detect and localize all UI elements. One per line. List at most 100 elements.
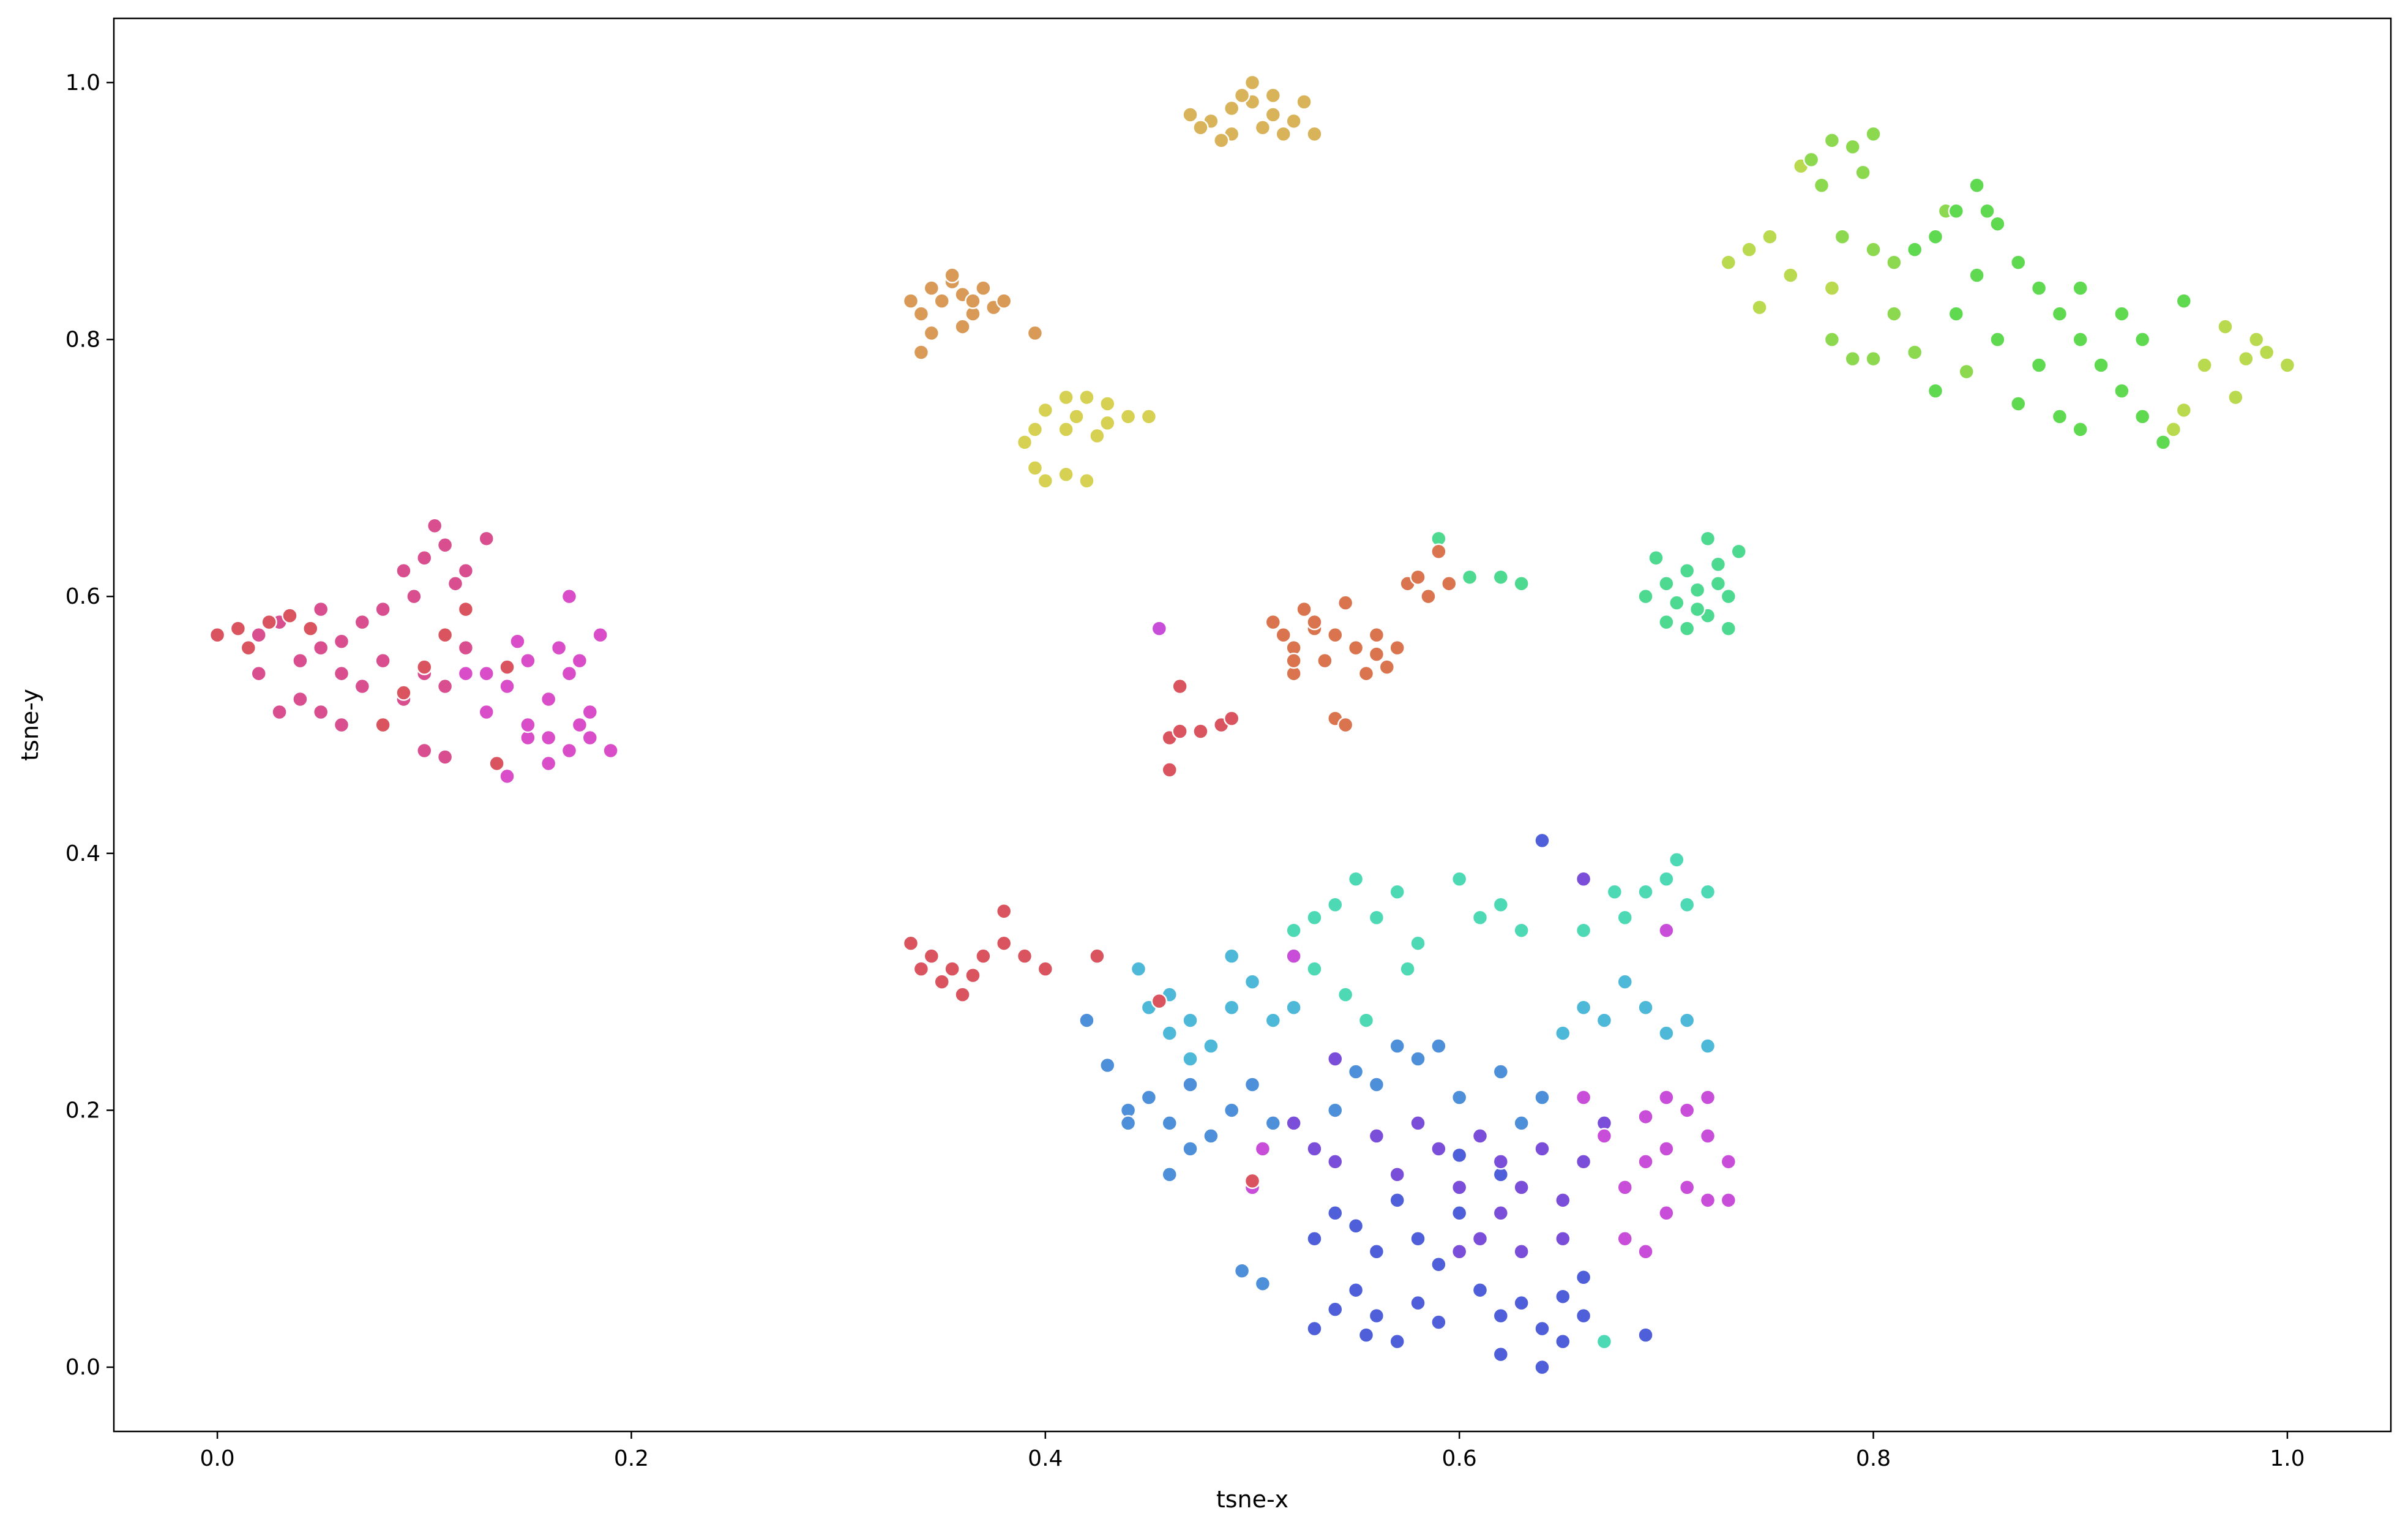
- data-point: [1410, 935, 1426, 951]
- data-point: [1555, 1288, 1571, 1305]
- data-point: [2114, 383, 2130, 399]
- data-point: [1855, 164, 1871, 181]
- data-point: [1637, 999, 1654, 1016]
- points-layer: [209, 74, 2296, 1376]
- x-tick-label: 0.6: [1442, 1446, 1477, 1471]
- data-point: [2114, 306, 2130, 322]
- data-point: [1658, 922, 1675, 939]
- data-point: [1720, 1192, 1737, 1209]
- data-point: [1140, 408, 1157, 425]
- series-15: [209, 601, 1261, 1190]
- data-point: [2175, 402, 2193, 419]
- data-point: [1658, 1025, 1675, 1041]
- data-point: [902, 935, 919, 951]
- data-point: [1410, 569, 1426, 585]
- data-point: [1099, 1057, 1116, 1074]
- data-point: [540, 755, 557, 772]
- data-point: [933, 973, 950, 990]
- data-point: [250, 626, 267, 643]
- series-6: [1430, 530, 1747, 637]
- data-point: [2051, 408, 2068, 425]
- data-point: [2175, 293, 2193, 309]
- data-point: [509, 633, 526, 650]
- data-point: [592, 626, 608, 643]
- data-point: [1823, 132, 1841, 149]
- data-point: [1865, 241, 1882, 258]
- data-point: [1368, 1243, 1385, 1260]
- data-point: [1172, 723, 1188, 740]
- data-point: [1492, 1307, 1509, 1324]
- data-point: [1575, 871, 1592, 888]
- data-point: [1823, 331, 1841, 348]
- data-point: [2227, 389, 2244, 406]
- data-point: [375, 716, 391, 733]
- data-point: [1410, 1294, 1426, 1311]
- plot-background: [114, 18, 2391, 1431]
- data-point: [240, 639, 257, 656]
- data-point: [1730, 543, 1747, 560]
- data-point: [1347, 1281, 1364, 1299]
- data-point: [436, 626, 454, 643]
- data-point: [282, 607, 298, 624]
- data-point: [1026, 421, 1044, 438]
- data-point: [2238, 350, 2254, 367]
- data-point: [2072, 331, 2088, 348]
- data-point: [1120, 1115, 1137, 1131]
- data-point: [2165, 421, 2182, 438]
- data-point: [478, 703, 495, 721]
- data-point: [1306, 909, 1323, 926]
- data-point: [1203, 1128, 1219, 1144]
- series-2: [1016, 389, 1157, 489]
- data-point: [457, 665, 474, 682]
- data-point: [2134, 408, 2151, 425]
- y-tick-label: 0.6: [65, 584, 100, 609]
- data-point: [923, 280, 940, 296]
- data-point: [1327, 1205, 1344, 1221]
- data-point: [1451, 871, 1468, 888]
- data-point: [1989, 331, 2006, 348]
- data-point: [1534, 1320, 1550, 1337]
- data-point: [1782, 267, 1799, 283]
- data-point: [1265, 87, 1282, 104]
- series-8: [1130, 948, 1716, 1067]
- data-point: [1927, 383, 1944, 399]
- data-point: [478, 530, 495, 547]
- data-point: [1906, 241, 1923, 258]
- data-point: [1306, 961, 1323, 977]
- data-point: [1347, 639, 1364, 656]
- data-point: [1471, 909, 1489, 926]
- data-point: [436, 537, 454, 553]
- data-point: [1368, 626, 1385, 643]
- data-point: [1720, 588, 1737, 605]
- data-point: [1762, 228, 1778, 245]
- data-point: [965, 293, 981, 309]
- data-point: [1575, 1153, 1592, 1170]
- data-point: [1430, 1141, 1447, 1157]
- data-point: [333, 665, 350, 682]
- data-point: [2279, 357, 2296, 373]
- data-point: [995, 935, 1012, 951]
- data-point: [1751, 299, 1768, 316]
- data-point: [1296, 601, 1312, 618]
- data-point: [312, 601, 329, 618]
- data-point: [1306, 126, 1323, 143]
- data-point: [2217, 318, 2234, 335]
- series-11: [1285, 871, 1613, 1260]
- data-point: [1410, 1051, 1426, 1067]
- data-point: [1844, 350, 1861, 367]
- data-point: [2258, 344, 2275, 361]
- data-point: [478, 665, 495, 682]
- data-point: [1389, 1166, 1405, 1183]
- x-tick-label: 1.0: [2270, 1446, 2305, 1471]
- data-point: [1389, 883, 1405, 901]
- data-point: [395, 684, 412, 701]
- data-point: [1079, 389, 1095, 406]
- series-9: [1079, 1012, 1550, 1292]
- data-point: [1327, 1301, 1344, 1318]
- data-point: [1658, 575, 1675, 592]
- data-point: [499, 678, 515, 695]
- data-point: [1026, 460, 1044, 476]
- data-point: [1637, 1243, 1654, 1260]
- data-point: [1244, 74, 1261, 91]
- data-point: [1555, 1025, 1571, 1041]
